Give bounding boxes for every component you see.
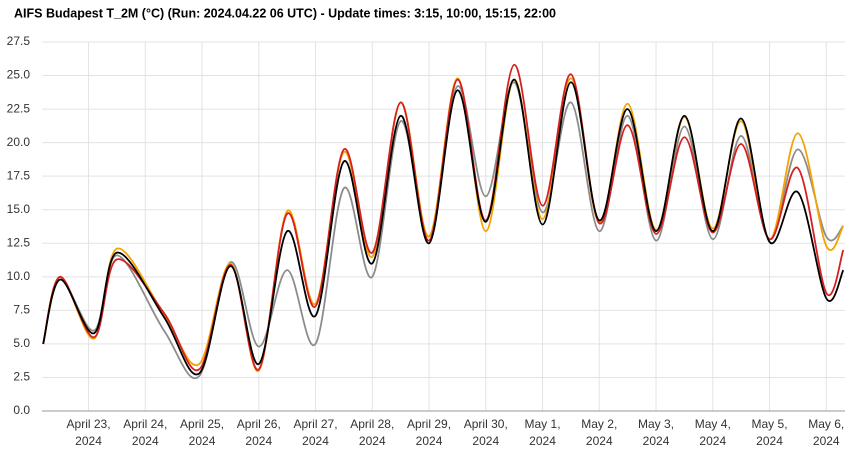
x-tick-label-line: May 6, bbox=[808, 417, 844, 431]
y-tick-label: 5.0 bbox=[13, 336, 30, 350]
x-tick-label: May 3, 2024 bbox=[638, 417, 674, 448]
y-tick-label: 27.5 bbox=[7, 34, 31, 48]
x-tick-label-line: April 29, bbox=[407, 417, 451, 431]
y-tick-label: 25.0 bbox=[7, 68, 31, 82]
x-tick-label-line: 2024 bbox=[75, 434, 102, 448]
x-tick-label: May 2, 2024 bbox=[581, 417, 617, 448]
x-tick-label-line: April 27, bbox=[294, 417, 338, 431]
x-tick-label: April 30, 2024 bbox=[464, 417, 508, 448]
x-tick-label-line: 2024 bbox=[699, 434, 726, 448]
x-tick-label-line: April 25, bbox=[180, 417, 224, 431]
x-tick-label-line: May 3, bbox=[638, 417, 674, 431]
x-tick-label-line: May 2, bbox=[581, 417, 617, 431]
x-tick-label: April 23, 2024 bbox=[67, 417, 111, 448]
x-tick-label: April 25, 2024 bbox=[180, 417, 224, 448]
y-tick-label: 22.5 bbox=[7, 101, 31, 115]
x-tick-label: May 4, 2024 bbox=[695, 417, 731, 448]
x-tick-label: May 6, 2024 bbox=[808, 417, 844, 448]
x-tick-label-line: 2024 bbox=[643, 434, 670, 448]
x-tick-label-line: May 5, bbox=[752, 417, 788, 431]
y-tick-label: 10.0 bbox=[7, 269, 31, 283]
y-tick-label: 17.5 bbox=[7, 168, 31, 182]
x-tick-label-line: 2024 bbox=[586, 434, 613, 448]
series-line bbox=[42, 81, 844, 380]
x-tick-label-line: May 4, bbox=[695, 417, 731, 431]
x-tick-label-line: 2024 bbox=[756, 434, 783, 448]
x-tick-label-line: 2024 bbox=[359, 434, 386, 448]
x-tick-label: April 28, 2024 bbox=[350, 417, 394, 448]
y-tick-label: 7.5 bbox=[13, 303, 30, 317]
x-tick-label-line: 2024 bbox=[529, 434, 556, 448]
x-tick-label-line: 2024 bbox=[189, 434, 216, 448]
x-tick-label: April 24, 2024 bbox=[123, 417, 167, 448]
x-tick-label: April 29, 2024 bbox=[407, 417, 451, 448]
x-tick-label: May 1, 2024 bbox=[525, 417, 561, 448]
x-tick-label-line: 2024 bbox=[302, 434, 329, 448]
x-tick-label-line: April 30, bbox=[464, 417, 508, 431]
x-tick-label-line: 2024 bbox=[245, 434, 272, 448]
x-tick-label-line: April 28, bbox=[350, 417, 394, 431]
y-tick-label: 0.0 bbox=[13, 403, 30, 417]
x-tick-label-line: April 23, bbox=[67, 417, 111, 431]
x-tick-label-line: 2024 bbox=[813, 434, 840, 448]
x-tick-label: April 27, 2024 bbox=[294, 417, 338, 448]
series-line bbox=[42, 77, 845, 372]
y-tick-label: 2.5 bbox=[13, 370, 30, 384]
series-line bbox=[42, 78, 845, 376]
x-tick-label-line: 2024 bbox=[132, 434, 159, 448]
y-tick-label: 20.0 bbox=[7, 135, 31, 149]
x-tick-label-line: 2024 bbox=[416, 434, 443, 448]
series-line bbox=[42, 63, 845, 372]
x-tick-label-line: April 24, bbox=[123, 417, 167, 431]
x-tick-label: April 26, 2024 bbox=[237, 417, 281, 448]
x-tick-label: May 5, 2024 bbox=[752, 417, 788, 448]
y-tick-label: 15.0 bbox=[7, 202, 31, 216]
x-tick-label-line: April 26, bbox=[237, 417, 281, 431]
x-tick-label-line: May 1, bbox=[525, 417, 561, 431]
y-tick-label: 12.5 bbox=[7, 235, 31, 249]
x-tick-label-line: 2024 bbox=[472, 434, 499, 448]
chart-title: AIFS Budapest T_2M (°C) (Run: 2024.04.22… bbox=[14, 6, 556, 20]
